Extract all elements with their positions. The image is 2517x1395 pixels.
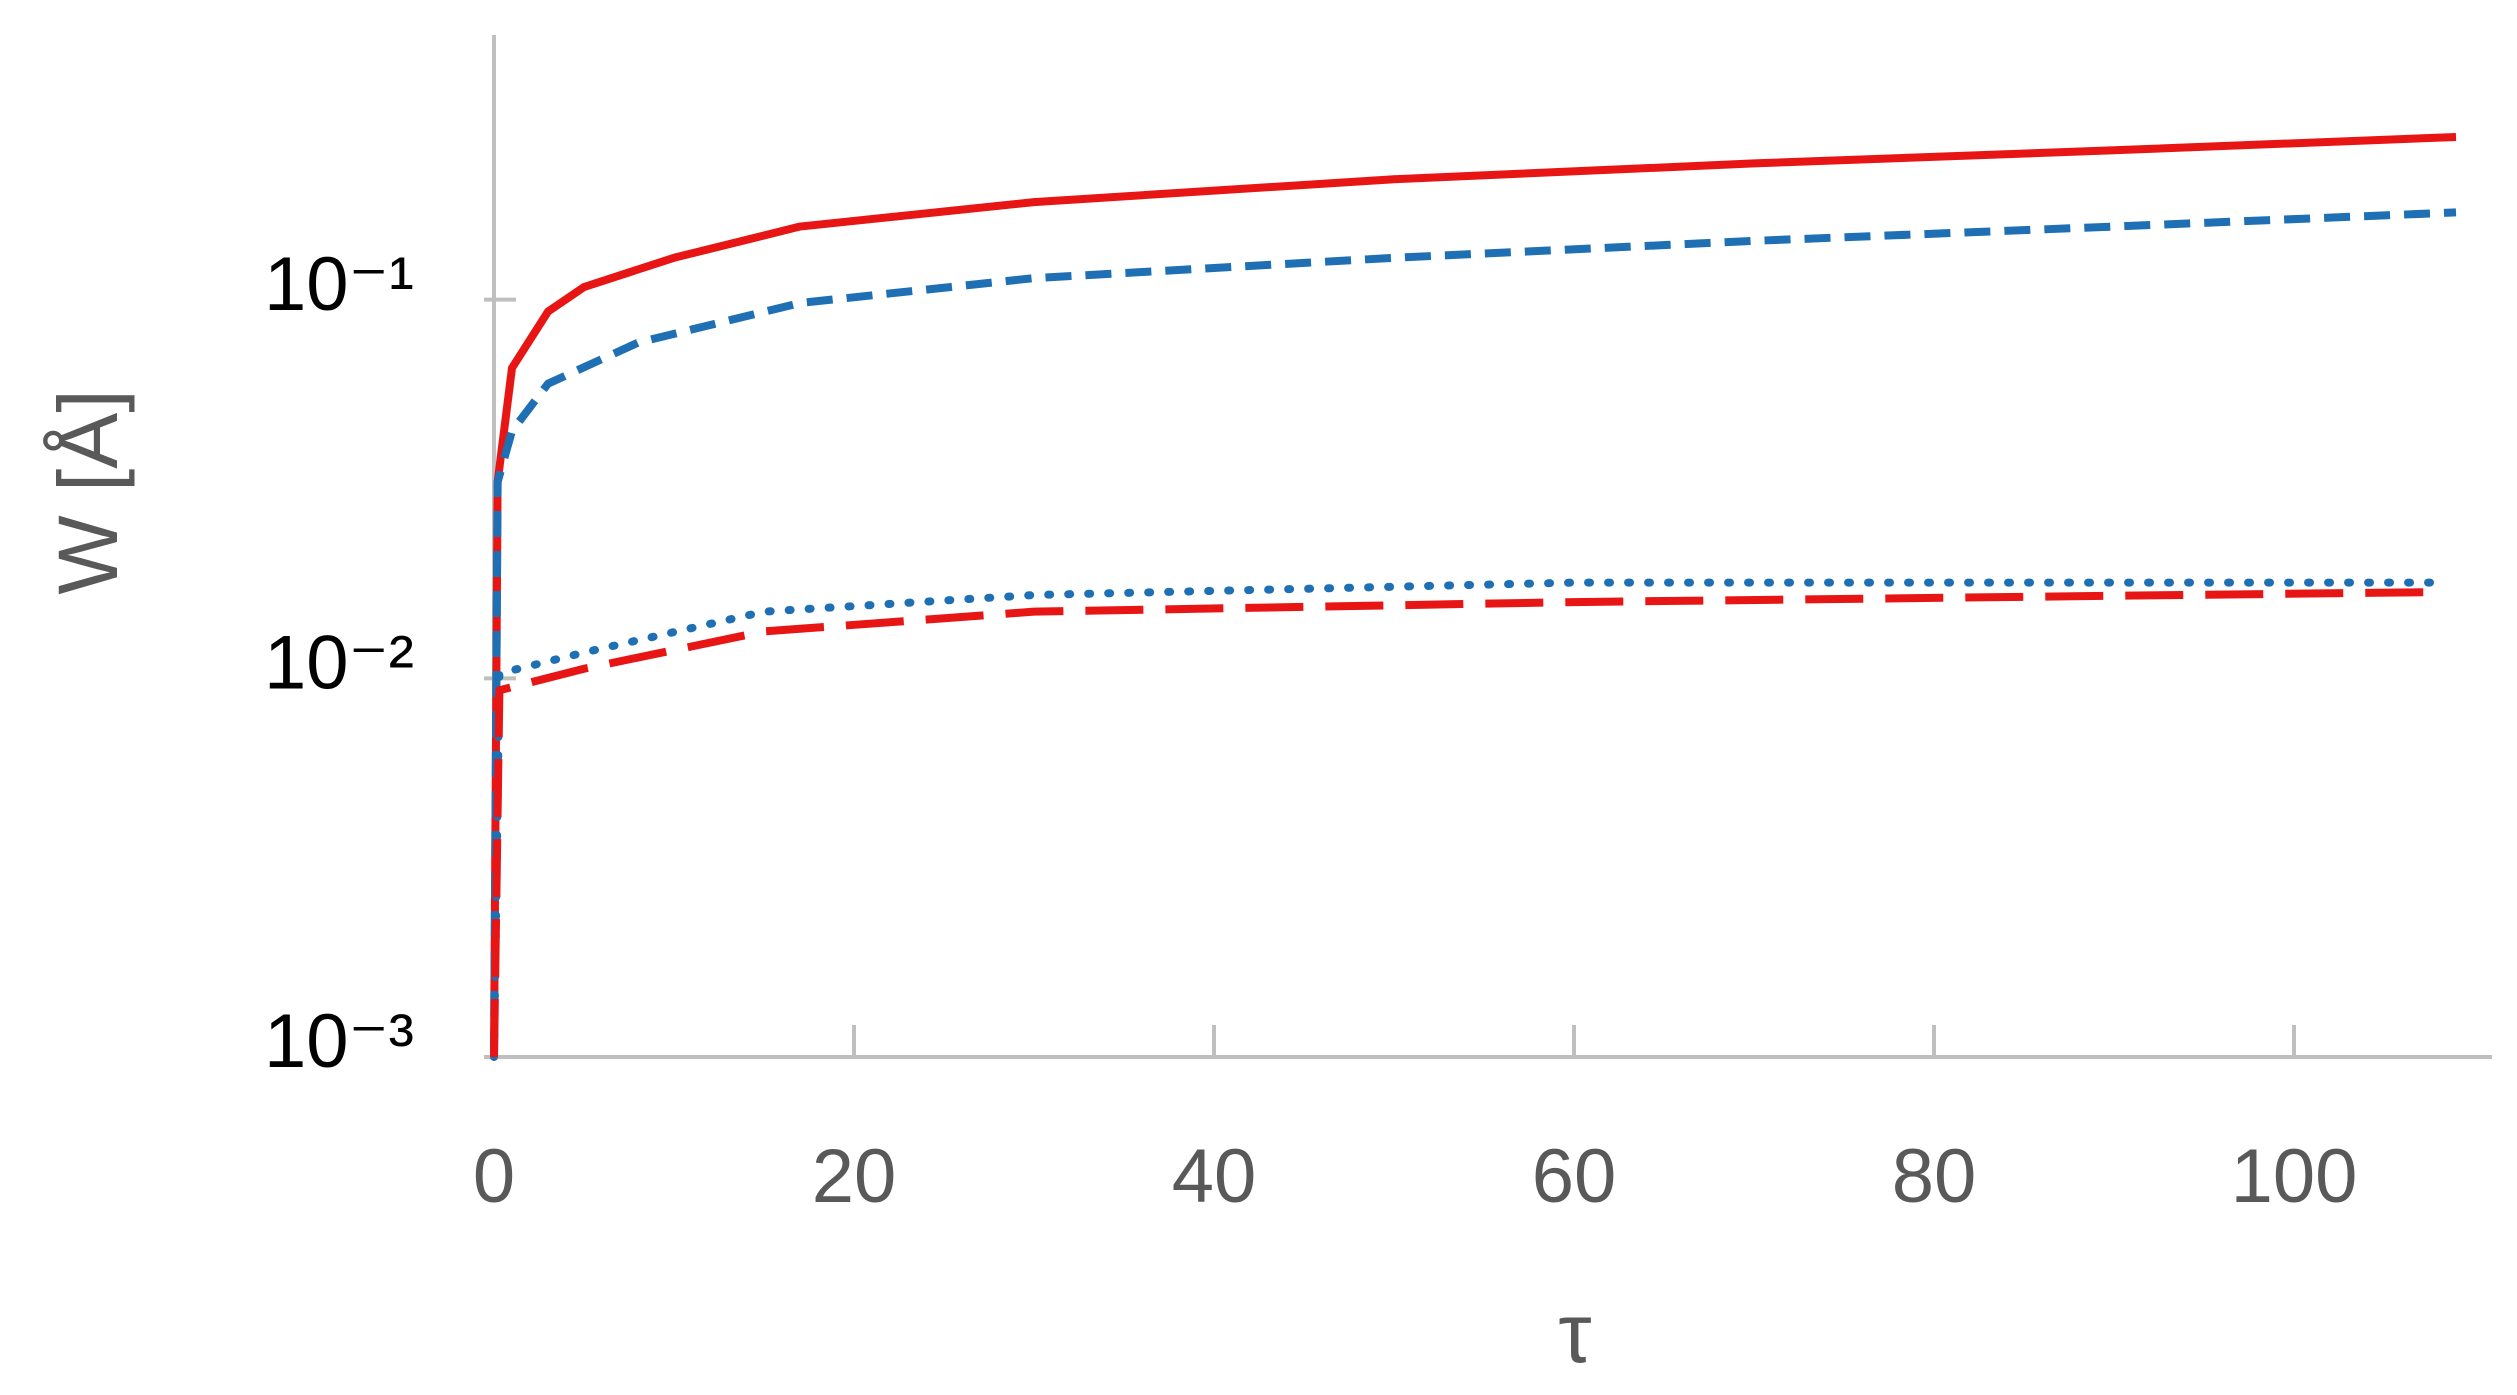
y-tick-label: 10⁻¹ bbox=[264, 242, 414, 327]
x-tick-label: 0 bbox=[473, 1134, 515, 1219]
y-tick-label: 10⁻² bbox=[264, 620, 414, 705]
x-tick-label: 20 bbox=[812, 1134, 897, 1219]
series-line bbox=[490, 588, 2439, 1058]
series-line bbox=[490, 132, 2457, 1058]
x-tick-label: 60 bbox=[1532, 1134, 1617, 1219]
x-tick-label: 100 bbox=[2231, 1134, 2358, 1219]
x-tick-label: 40 bbox=[1172, 1134, 1257, 1219]
series-line bbox=[490, 578, 2442, 1061]
x-tick-label: 80 bbox=[1892, 1134, 1977, 1219]
y-tick-label: 10⁻³ bbox=[264, 999, 414, 1084]
y-axis-label: W [Å] bbox=[41, 389, 135, 594]
series-line bbox=[490, 208, 2457, 1058]
x-axis-label: τ bbox=[1558, 1286, 1591, 1380]
